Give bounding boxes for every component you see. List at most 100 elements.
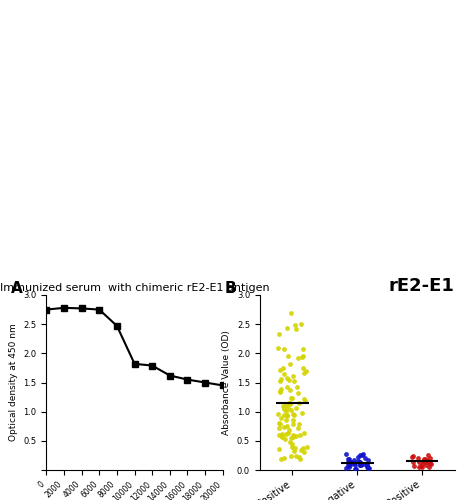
Point [294,398,301,406]
Point [274,410,281,418]
Point [299,444,307,452]
Point [346,462,353,469]
Point [356,461,363,469]
Point [296,455,303,463]
Point [418,464,425,471]
Point [410,462,417,470]
Point [274,344,282,351]
Point [277,456,284,464]
Point [284,400,292,407]
Point [359,450,366,458]
Point [297,320,304,328]
Point [425,454,433,462]
Point [277,432,285,440]
Point [282,400,289,408]
Point [282,412,290,420]
Point [278,430,285,438]
Text: A: A [11,281,23,296]
Point [344,455,351,463]
Point [292,325,299,333]
Point [351,464,358,472]
Point [344,463,352,471]
Point [282,407,289,415]
Point [299,352,306,360]
Point [283,374,291,382]
Point [275,424,282,432]
Point [302,442,310,450]
Point [287,309,294,317]
Point [285,386,293,394]
Point [342,464,349,472]
Point [354,454,361,462]
Point [293,424,300,432]
Point [297,410,305,418]
Point [423,458,431,466]
Point [363,461,370,469]
Point [277,374,284,382]
Point [351,466,359,473]
Point [361,454,369,462]
Point [419,455,427,463]
Point [276,366,283,374]
Point [282,384,290,392]
Point [419,458,426,466]
Point [292,432,299,440]
Point [363,462,370,470]
Point [284,430,292,438]
Point [284,352,291,360]
Point [290,410,298,418]
Point [362,460,369,468]
Point [275,388,283,396]
Point [359,460,367,468]
Point [294,420,302,428]
Point [292,404,300,412]
Point [288,394,295,402]
Point [353,456,361,464]
Point [350,460,357,468]
Point [275,330,282,338]
Point [291,320,299,328]
Point [288,440,295,448]
Point [292,452,300,460]
Point [282,411,290,419]
Point [288,416,296,424]
Point [355,451,363,459]
Point [295,453,302,461]
Point [425,458,432,466]
Y-axis label: Absorbance Value (OD): Absorbance Value (OD) [222,330,231,435]
Point [281,436,288,444]
Point [299,364,306,372]
Point [417,462,424,470]
Point [279,402,286,410]
Point [280,423,287,431]
Point [346,458,354,466]
Point [277,434,285,442]
Point [280,411,288,419]
Point [357,452,364,460]
Point [294,354,301,362]
Point [364,464,372,471]
Point [409,452,416,460]
Y-axis label: Optical density at 450 nm: Optical density at 450 nm [9,324,18,442]
Point [422,461,429,469]
Point [275,419,282,427]
Point [421,458,428,466]
Point [287,394,294,402]
Point [275,444,282,452]
Point [279,364,286,372]
Point [285,426,292,434]
Point [283,422,291,430]
Point [355,458,363,466]
Point [287,434,294,442]
Point [356,461,363,469]
Point [289,431,296,439]
Point [284,376,292,384]
Point [364,464,371,472]
Point [357,460,364,468]
Point [409,458,416,466]
Point [289,434,296,442]
Point [344,462,351,469]
Point [425,462,432,470]
Point [423,456,430,464]
Point [281,416,288,424]
